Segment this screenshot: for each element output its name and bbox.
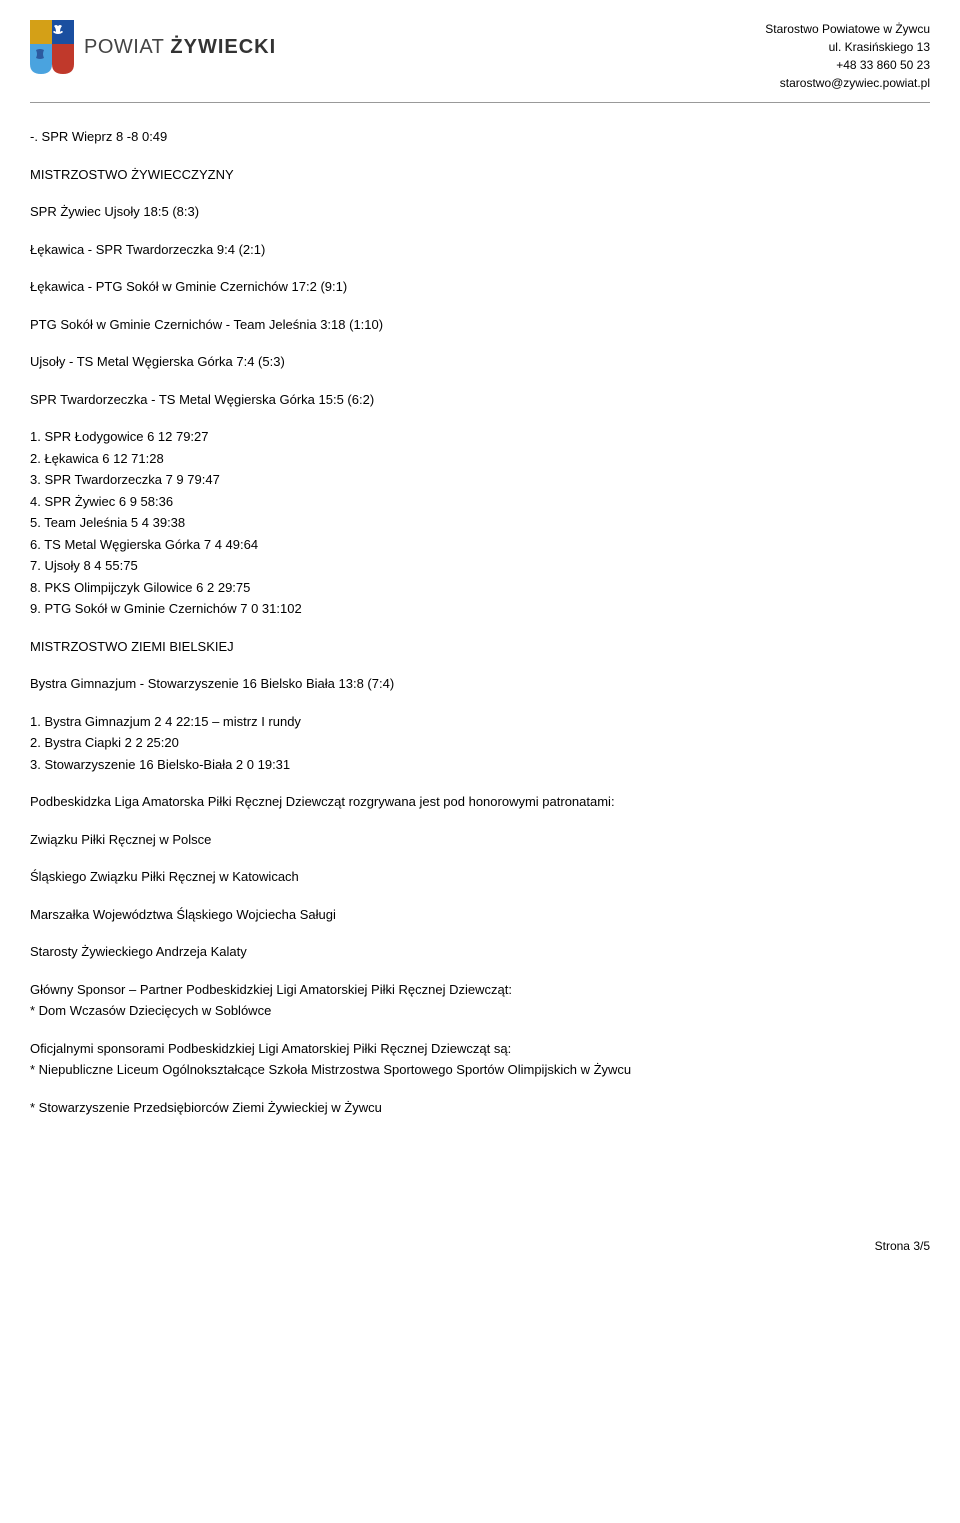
text-line: Starosty Żywieckiego Andrzeja Kalaty: [30, 942, 930, 962]
list-item: * Niepubliczne Liceum Ogólnokształcące S…: [30, 1060, 930, 1080]
page-footer: Strona 3/5: [30, 1237, 930, 1255]
text-line: SPR Żywiec Ujsoły 18:5 (8:3): [30, 202, 930, 222]
text-line: SPR Twardorzeczka - TS Metal Węgierska G…: [30, 390, 930, 410]
contact-line: starostwo@zywiec.powiat.pl: [765, 74, 930, 92]
brand-text: POWIAT ŻYWIECKI: [84, 32, 276, 62]
page-header: POWIAT ŻYWIECKI Starostwo Powiatowe w Ży…: [30, 20, 930, 103]
section-heading: MISTRZOSTWO ŻYWIECCZYZNY: [30, 165, 930, 185]
list-item: 9. PTG Sokół w Gminie Czernichów 7 0 31:…: [30, 599, 930, 619]
list-item: 1. Bystra Gimnazjum 2 4 22:15 – mistrz I…: [30, 712, 930, 732]
section-heading: MISTRZOSTWO ZIEMI BIELSKIEJ: [30, 637, 930, 657]
sponsor-block: Główny Sponsor – Partner Podbeskidzkiej …: [30, 980, 930, 1021]
list-item: 5. Team Jeleśnia 5 4 39:38: [30, 513, 930, 533]
list-item: 6. TS Metal Węgierska Górka 7 4 49:64: [30, 535, 930, 555]
content: -. SPR Wieprz 8 -8 0:49 MISTRZOSTWO ŻYWI…: [30, 127, 930, 1117]
contact-line: +48 33 860 50 23: [765, 56, 930, 74]
text-line: Marszałka Województwa Śląskiego Wojciech…: [30, 905, 930, 925]
list-item: 3. Stowarzyszenie 16 Bielsko-Biała 2 0 1…: [30, 755, 930, 775]
text-line: Ujsoły - TS Metal Węgierska Górka 7:4 (5…: [30, 352, 930, 372]
shield-icon: [30, 20, 74, 74]
standings-list: 1. SPR Łodygowice 6 12 79:27 2. Łękawica…: [30, 427, 930, 619]
text-line: Bystra Gimnazjum - Stowarzyszenie 16 Bie…: [30, 674, 930, 694]
text-line: PTG Sokół w Gminie Czernichów - Team Jel…: [30, 315, 930, 335]
list-item: 8. PKS Olimpijczyk Gilowice 6 2 29:75: [30, 578, 930, 598]
list-item: Główny Sponsor – Partner Podbeskidzkiej …: [30, 980, 930, 1000]
text-line: Łękawica - SPR Twardorzeczka 9:4 (2:1): [30, 240, 930, 260]
standings-list: 1. Bystra Gimnazjum 2 4 22:15 – mistrz I…: [30, 712, 930, 775]
logo-block: POWIAT ŻYWIECKI: [30, 20, 276, 74]
text-line: Związku Piłki Ręcznej w Polsce: [30, 830, 930, 850]
list-item: 1. SPR Łodygowice 6 12 79:27: [30, 427, 930, 447]
list-item: 4. SPR Żywiec 6 9 58:36: [30, 492, 930, 512]
list-item: 7. Ujsoły 8 4 55:75: [30, 556, 930, 576]
official-sponsor-block: Oficjalnymi sponsorami Podbeskidzkiej Li…: [30, 1039, 930, 1080]
list-item: 2. Łękawica 6 12 71:28: [30, 449, 930, 469]
text-line: -. SPR Wieprz 8 -8 0:49: [30, 127, 930, 147]
text-line: * Stowarzyszenie Przedsiębiorców Ziemi Ż…: [30, 1098, 930, 1118]
contact-line: ul. Krasińskiego 13: [765, 38, 930, 56]
list-item: * Dom Wczasów Dziecięcych w Soblówce: [30, 1001, 930, 1021]
contact-block: Starostwo Powiatowe w Żywcu ul. Krasińsk…: [765, 20, 930, 92]
list-item: 3. SPR Twardorzeczka 7 9 79:47: [30, 470, 930, 490]
brand-powiat: POWIAT: [84, 32, 164, 62]
text-line: Łękawica - PTG Sokół w Gminie Czernichów…: [30, 277, 930, 297]
text-line: Śląskiego Związku Piłki Ręcznej w Katowi…: [30, 867, 930, 887]
brand-name: ŻYWIECKI: [170, 32, 276, 62]
contact-line: Starostwo Powiatowe w Żywcu: [765, 20, 930, 38]
list-item: Oficjalnymi sponsorami Podbeskidzkiej Li…: [30, 1039, 930, 1059]
list-item: 2. Bystra Ciapki 2 2 25:20: [30, 733, 930, 753]
text-line: Podbeskidzka Liga Amatorska Piłki Ręczne…: [30, 792, 930, 812]
page-number: Strona 3/5: [875, 1239, 930, 1253]
